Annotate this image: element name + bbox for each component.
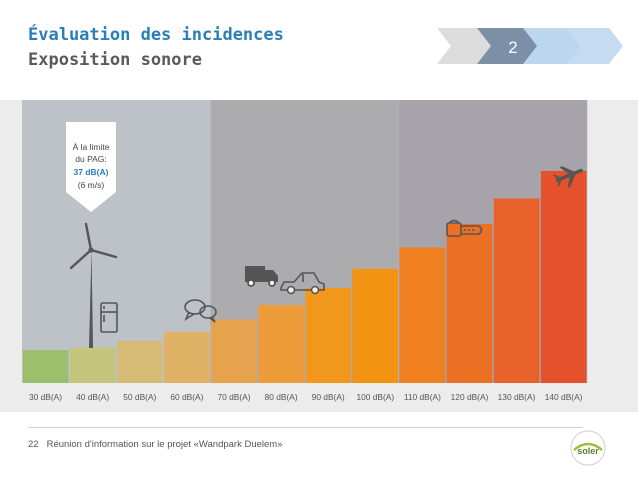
tick-label: 30 dB(A) [29, 392, 62, 402]
bar-30-db [22, 350, 69, 383]
tick-label: 90 dB(A) [312, 392, 345, 402]
bar-120-db [446, 224, 493, 383]
callout-value: 37 dB(A) [74, 167, 109, 177]
tick-label: 110 dB(A) [404, 392, 441, 402]
noise-chart: 30 dB(A) 40 dB(A) 50 dB(A) 60 dB(A) 70 dB(A)… [0, 100, 638, 412]
soler-logo: soler [570, 430, 606, 466]
tick-label: 120 dB(A) [451, 392, 489, 402]
bar-60-db [164, 331, 210, 383]
bar-90-db [305, 288, 351, 383]
callout-line-2: du PAG: [75, 154, 107, 164]
footer-divider [28, 427, 583, 428]
tick-label: 40 dB(A) [76, 392, 109, 402]
truck-icon [245, 266, 278, 287]
tick-label: 50 dB(A) [123, 392, 156, 402]
chainsaw-icon [446, 219, 483, 237]
progress-step-1 [437, 28, 497, 64]
tick-label: 70 dB(A) [217, 392, 250, 402]
limit-callout: À la limite du PAG: 37 dB(A) (6 m/s) [66, 122, 116, 212]
bar-140-db [540, 171, 587, 383]
bar-110-db [399, 247, 446, 383]
wind-turbine-icon [69, 222, 118, 348]
tick-label: 100 dB(A) [356, 392, 394, 402]
airplane-icon [552, 166, 584, 188]
bar-50-db [117, 340, 163, 383]
progress-step-label: 2 [508, 38, 517, 57]
bar-100-db [352, 268, 398, 383]
progress-step-3 [523, 28, 587, 64]
footer-text: Réunion d'information sur le projet «Wan… [46, 439, 283, 450]
callout-line-1: À la limite [73, 142, 110, 152]
callout-line-4: (6 m/s) [78, 180, 105, 190]
footer: 22 Réunion d'information sur le projet «W… [28, 439, 291, 450]
speech-bubbles-icon [184, 299, 217, 323]
progress-step-4 [567, 28, 623, 64]
progress-chevrons: 2 [437, 28, 623, 64]
tick-label: 140 dB(A) [545, 392, 583, 402]
tick-label: 60 dB(A) [170, 392, 203, 402]
tick-label: 80 dB(A) [265, 392, 298, 402]
refrigerator-icon [100, 302, 118, 333]
bar-130-db [493, 198, 540, 383]
car-icon [280, 272, 325, 295]
bar-70-db [211, 319, 257, 383]
logo-text: soler [577, 446, 599, 456]
bar-80-db [258, 305, 304, 383]
page-title: Évaluation des incidences [28, 25, 284, 45]
page-number: 22 [28, 439, 39, 450]
tick-label: 130 dB(A) [498, 392, 536, 402]
page-subtitle: Exposition sonore [28, 50, 202, 70]
bar-40-db [69, 347, 116, 383]
progress-step-2 [477, 28, 543, 64]
